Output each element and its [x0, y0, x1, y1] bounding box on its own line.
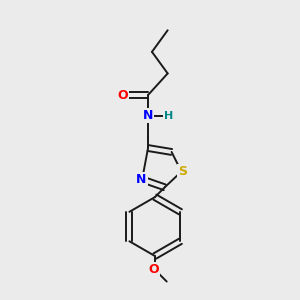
Text: S: S	[178, 165, 187, 178]
Text: N: N	[143, 109, 153, 122]
Text: H: H	[164, 111, 173, 121]
Text: N: N	[136, 173, 146, 186]
Text: O: O	[117, 88, 128, 101]
Text: O: O	[148, 263, 159, 276]
